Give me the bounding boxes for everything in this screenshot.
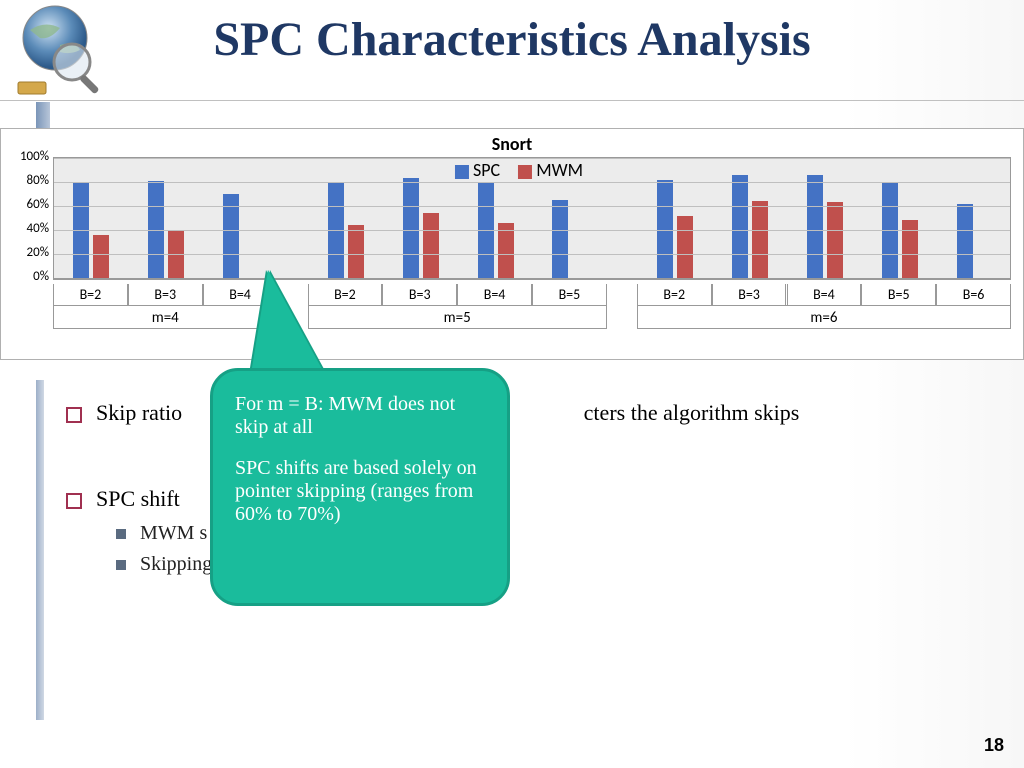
snort-chart: Snort SPC MWM 0%20%40%60%80%100% B=2B=3B… [0, 128, 1024, 360]
callout-line-1: For m = B: MWM does not skip at all [235, 393, 485, 439]
bar-spc [732, 175, 748, 278]
bar-spc [552, 200, 568, 278]
bar-mwm [423, 213, 439, 278]
bar-mwm [498, 223, 514, 278]
group-label: m=4 [53, 305, 278, 329]
y-tick-label: 20% [1, 245, 49, 260]
chart-legend: SPC MWM [441, 159, 583, 181]
globe-search-icon [10, 0, 110, 100]
legend-label-mwm: MWM [536, 159, 583, 181]
y-tick-label: 60% [1, 197, 49, 212]
callout-tail [250, 270, 328, 380]
page-number: 18 [984, 735, 1004, 756]
bullet-1: Skip ratio xxxxxxxxxxxxxxxxxxxxxxxxxxxxx… [66, 400, 974, 426]
bar-mwm [752, 201, 768, 278]
chart-group-labels: m=4 m=5 m=6 [53, 305, 1011, 331]
bar-mwm [677, 216, 693, 278]
bullet-square-icon [66, 493, 82, 509]
bullet-2-visible: SPC shift [96, 486, 180, 511]
x-tick-label: B=4 [787, 284, 862, 306]
legend-swatch-mwm [518, 165, 532, 179]
bar-spc [807, 175, 823, 278]
slide-title: SPC Characteristics Analysis [0, 0, 1024, 67]
legend-swatch-spc [455, 165, 469, 179]
x-tick-label: B=3 [712, 284, 787, 306]
x-tick-label: B=6 [936, 284, 1011, 306]
x-tick-label: B=5 [861, 284, 936, 306]
bar-spc [403, 178, 419, 278]
bar-mwm [827, 202, 843, 278]
sub-bullet-square-icon [116, 560, 126, 570]
bar-spc [657, 180, 673, 278]
y-tick-label: 100% [1, 149, 49, 164]
bullet-2: SPC shift [66, 486, 974, 512]
callout-box: For m = B: MWM does not skip at all SPC … [210, 368, 510, 606]
callout-line-2: SPC shifts are based solely on pointer s… [235, 457, 485, 526]
x-tick-label: B=2 [53, 284, 128, 306]
bar-mwm [348, 225, 364, 278]
chart-x-labels: B=2B=3B=4B=2B=3B=4B=5B=2B=3B=4B=5B=6 [53, 279, 1011, 306]
group-label: m=6 [637, 305, 1011, 329]
x-tick-label: B=3 [128, 284, 203, 306]
x-tick-label: B=3 [382, 284, 457, 306]
bullet-1-visible: Skip ratio [96, 400, 182, 425]
x-tick-label: B=2 [637, 284, 712, 306]
x-tick-label: B=5 [532, 284, 607, 306]
y-tick-label: 80% [1, 173, 49, 188]
sub-bullet-square-icon [116, 529, 126, 539]
legend-label-spc: SPC [473, 159, 500, 181]
bullet-square-icon [66, 407, 82, 423]
y-tick-label: 0% [1, 269, 49, 284]
bullet-1-rest: cters the algorithm skips [584, 400, 800, 425]
chart-title: Snort [1, 133, 1023, 155]
y-tick-label: 40% [1, 221, 49, 236]
accent-bar [36, 102, 50, 130]
bar-mwm [93, 235, 109, 278]
group-label: m=5 [308, 305, 607, 329]
bar-spc [957, 204, 973, 278]
slide-header: SPC Characteristics Analysis [0, 0, 1024, 101]
x-tick-label: B=4 [457, 284, 532, 306]
